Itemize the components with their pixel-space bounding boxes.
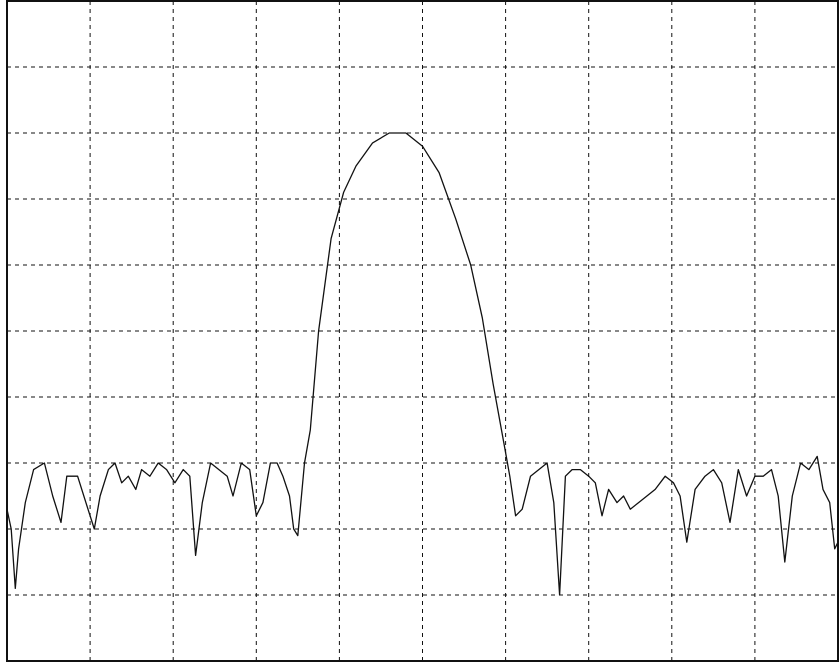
chart-grid xyxy=(7,1,838,661)
trace-layer xyxy=(6,132,839,596)
spectrum-trace xyxy=(6,132,839,596)
